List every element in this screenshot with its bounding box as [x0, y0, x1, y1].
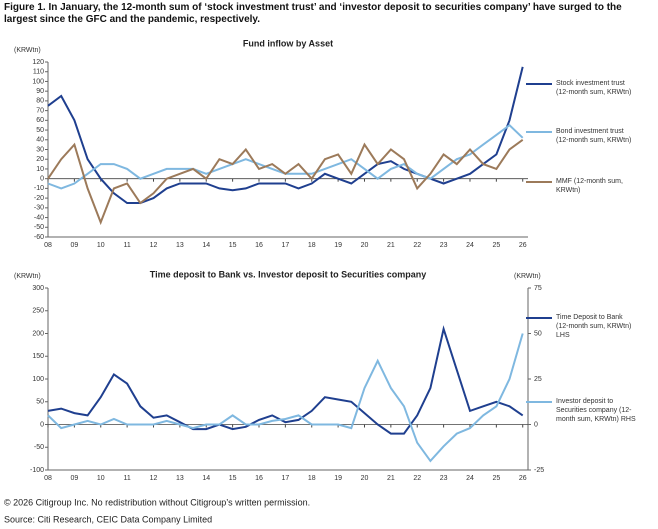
- x-tick-label: 10: [97, 475, 105, 482]
- x-tick-label: 09: [70, 475, 78, 482]
- y-tick-label: 0: [40, 176, 44, 183]
- x-tick-label: 23: [440, 475, 448, 482]
- x-tick-label: 22: [413, 242, 421, 249]
- y-tick-label: 70: [36, 107, 44, 114]
- y2-tick-label: 0: [534, 421, 538, 428]
- x-tick-label: 21: [387, 242, 395, 249]
- y-tick-label: 100: [32, 376, 44, 383]
- y-tick-label: 250: [32, 308, 44, 315]
- x-tick-label: 20: [361, 242, 369, 249]
- legend-box: Bond investment trust (12-month sum, KRW…: [556, 128, 632, 144]
- x-tick-label: 26: [519, 475, 527, 482]
- x-tick-label: 12: [150, 242, 158, 249]
- legend-label: Stock investment trust (12-month sum, KR…: [556, 80, 632, 96]
- series-line: [47, 138, 524, 226]
- y-tick-label: 200: [32, 330, 44, 337]
- y-tick-label: 100: [32, 78, 44, 85]
- x-tick-label: 25: [492, 475, 500, 482]
- y2-tick-label: 25: [534, 376, 542, 383]
- x-tick-label: 16: [255, 242, 263, 249]
- x-tick-label: 10: [97, 242, 105, 249]
- y-axis-label: (KRWtn): [14, 47, 41, 54]
- x-tick-label: 13: [176, 242, 184, 249]
- x-tick-label: 18: [308, 475, 316, 482]
- legend-box: Time Deposit to Bank (12-month sum, KRWt…: [556, 314, 632, 339]
- x-tick-label: 23: [440, 242, 448, 249]
- y-tick-label: 10: [36, 166, 44, 173]
- header-box: Figure 1. In January, the 12-month sum o…: [4, 2, 622, 25]
- copyright: © 2026 Citigroup Inc. No redistribution …: [4, 497, 310, 507]
- chart-title: Fund inflow by Asset: [243, 38, 333, 48]
- x-tick-label: 20: [361, 475, 369, 482]
- x-tick-label: 19: [334, 242, 342, 249]
- y-tick-label: 50: [36, 399, 44, 406]
- x-tick-label: 11: [123, 242, 130, 249]
- chart-title: Time deposit to Bank vs. Investor deposi…: [150, 269, 426, 279]
- x-tick-label: 12: [150, 475, 158, 482]
- x-tick-label: 08: [44, 475, 52, 482]
- x-tick-label: 15: [229, 475, 237, 482]
- y-tick-label: -20: [34, 195, 44, 202]
- y-tick-label: 50: [36, 127, 44, 134]
- x-tick-label: 19: [334, 475, 342, 482]
- series-line: [47, 333, 524, 463]
- x-tick-label: 15: [229, 242, 237, 249]
- header-title: Figure 1. In January, the 12-month sum o…: [4, 2, 622, 25]
- x-tick-label: 17: [281, 475, 289, 482]
- y-tick-label: 300: [32, 285, 44, 292]
- x-tick-label: 26: [519, 242, 527, 249]
- x-tick-label: 14: [202, 242, 210, 249]
- y-tick-label: 110: [33, 69, 44, 76]
- y2-tick-label: 50: [534, 330, 542, 337]
- y-tick-label: 60: [36, 117, 44, 124]
- y-axis-label: (KRWtn): [14, 273, 41, 280]
- x-tick-label: 11: [123, 475, 130, 482]
- y-tick-label: -50: [34, 444, 44, 451]
- y-tick-label: 80: [36, 98, 44, 105]
- series-line: [47, 325, 524, 435]
- y-tick-label: 30: [36, 146, 44, 153]
- legend-label: MMF (12-month sum, KRWtn): [556, 178, 623, 194]
- legend-box: Stock investment trust (12-month sum, KR…: [556, 80, 632, 96]
- y-tick-label: -60: [34, 234, 44, 241]
- y-tick-label: 150: [32, 353, 44, 360]
- y-tick-label: -50: [34, 224, 44, 231]
- y-tick-label: 40: [36, 137, 44, 144]
- x-tick-label: 17: [281, 242, 289, 249]
- y-tick-label: 120: [32, 59, 44, 66]
- source: Source: Citi Research, CEIC Data Company…: [4, 514, 212, 524]
- y2-tick-label: 75: [534, 285, 542, 292]
- x-tick-label: 08: [44, 242, 52, 249]
- x-tick-label: 24: [466, 475, 474, 482]
- x-tick-label: 24: [466, 242, 474, 249]
- series-line: [47, 66, 524, 204]
- y-tick-label: -30: [34, 205, 44, 212]
- x-tick-label: 25: [492, 242, 500, 249]
- legend-label: Bond investment trust (12-month sum, KRW…: [556, 128, 632, 144]
- y-tick-label: 0: [40, 421, 44, 428]
- y-tick-label: 20: [36, 156, 44, 163]
- x-tick-label: 09: [70, 242, 78, 249]
- legend-label: Investor deposit to Securities company (…: [556, 398, 636, 423]
- x-tick-label: 22: [413, 475, 421, 482]
- x-tick-label: 14: [202, 475, 210, 482]
- y-tick-label: 90: [36, 88, 44, 95]
- y2-axis-label: (KRWtn): [514, 273, 541, 280]
- y2-tick-label: -25: [534, 467, 544, 474]
- x-tick-label: 13: [176, 475, 184, 482]
- legend-box: Investor deposit to Securities company (…: [556, 398, 636, 423]
- legend-box: MMF (12-month sum, KRWtn): [556, 178, 623, 194]
- x-tick-label: 18: [308, 242, 316, 249]
- legend-label: Time Deposit to Bank (12-month sum, KRWt…: [556, 314, 632, 339]
- x-tick-label: 16: [255, 475, 263, 482]
- y-tick-label: -10: [34, 185, 44, 192]
- y-tick-label: -100: [30, 467, 44, 474]
- x-tick-label: 21: [387, 475, 395, 482]
- y-tick-label: -40: [34, 214, 44, 221]
